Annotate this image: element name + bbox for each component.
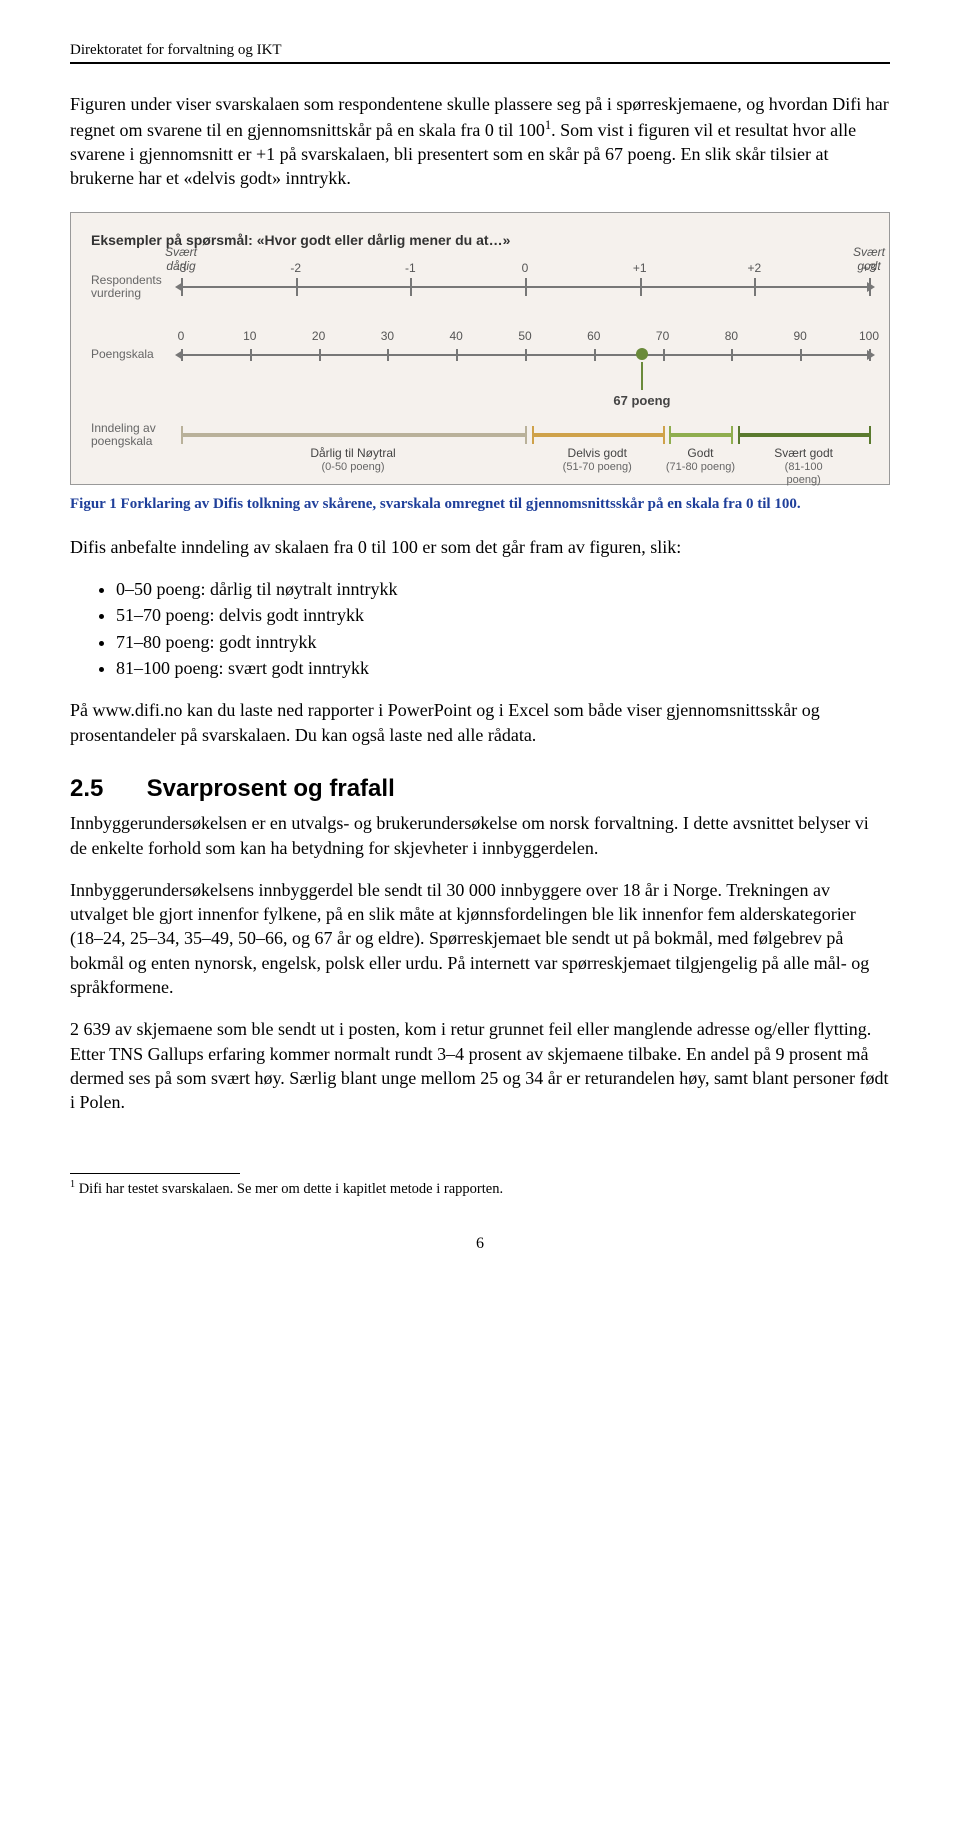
list-item: 71–80 poeng: godt inntrykk	[116, 630, 890, 654]
respondent-row-label: Respondents vurdering	[91, 274, 181, 302]
poeng-row: Poengskala 010203040506070809010067 poen…	[91, 310, 869, 400]
running-header: Direktoratet for forvaltning og IKT	[70, 40, 890, 64]
paragraph-3: På www.difi.no kan du laste ned rapporte…	[70, 698, 890, 747]
figure-caption: Figur 1 Forklaring av Difis tolkning av …	[70, 495, 890, 515]
paragraph-6: 2 639 av skjemaene som ble sendt ut i po…	[70, 1017, 890, 1114]
footnote: 1 Difi har testet svarskalaen. Se mer om…	[70, 1178, 890, 1199]
inndeling-row-label: Inndeling av poengskala	[91, 422, 181, 450]
section-title: Svarprosent og frafall	[147, 775, 395, 802]
footnote-text: Difi har testet svarskalaen. Se mer om d…	[75, 1180, 503, 1196]
list-item: 51–70 poeng: delvis godt inntrykk	[116, 603, 890, 627]
section-number: 2.5	[70, 773, 140, 805]
footnote-rule	[70, 1173, 240, 1174]
respondent-row: Respondents vurdering Svært dårligSvært …	[91, 264, 869, 310]
poeng-axis: 010203040506070809010067 poeng	[181, 332, 869, 378]
respondent-axis: Svært dårligSvært godt-3-2-10+1+2+3	[181, 264, 869, 310]
list-item: 0–50 poeng: dårlig til nøytralt inntrykk	[116, 577, 890, 601]
paragraph-4: Innbyggerundersøkelsen er en utvalgs- og…	[70, 811, 890, 860]
scale-diagram: Eksempler på spørsmål: «Hvor godt eller …	[70, 212, 890, 485]
list-item: 81–100 poeng: svært godt inntrykk	[116, 656, 890, 680]
paragraph-2-intro: Difis anbefalte inndeling av skalaen fra…	[70, 535, 890, 559]
section-heading: 2.5 Svarprosent og frafall	[70, 773, 890, 805]
diagram-title: Eksempler på spørsmål: «Hvor godt eller …	[91, 231, 869, 250]
bullet-list: 0–50 poeng: dårlig til nøytralt inntrykk…	[116, 577, 890, 680]
page-number: 6	[70, 1233, 890, 1255]
inndeling-row: Inndeling av poengskala Dårlig til Nøytr…	[91, 400, 869, 470]
category-axis: Dårlig til Nøytral(0-50 poeng)Delvis god…	[181, 412, 869, 458]
poeng-row-label: Poengskala	[91, 348, 181, 362]
paragraph-5: Innbyggerundersøkelsens innbyggerdel ble…	[70, 878, 890, 999]
paragraph-1: Figuren under viser svarskalaen som resp…	[70, 92, 890, 190]
